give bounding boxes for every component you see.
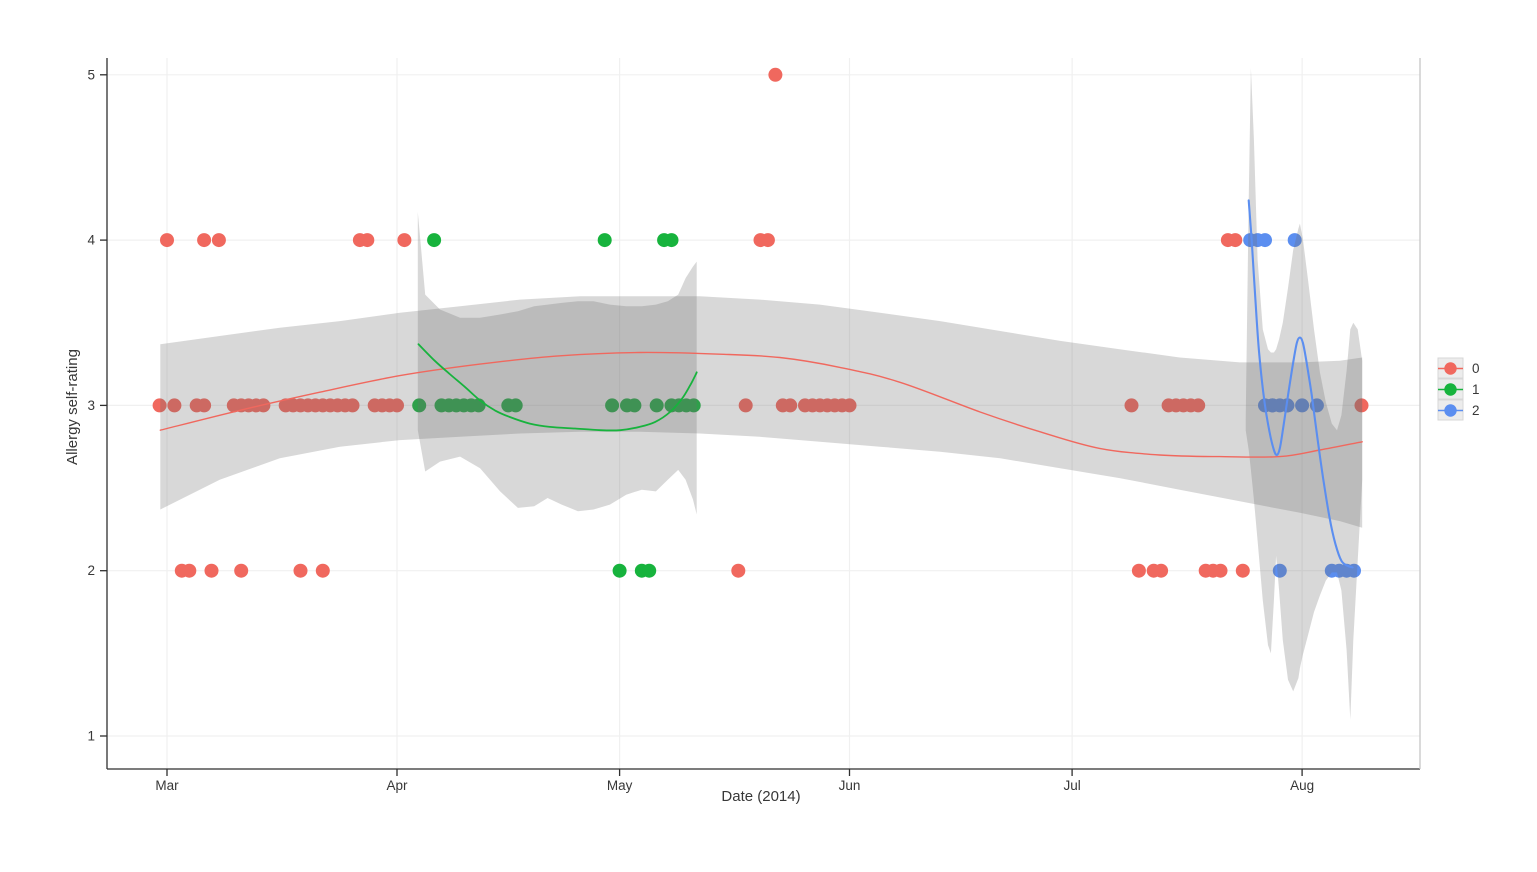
smooth-lines <box>159 199 1363 569</box>
data-point-group-2 <box>1295 398 1310 413</box>
data-point-group-0 <box>1191 398 1206 413</box>
data-point-group-0 <box>160 233 174 248</box>
smooth-line-group-2 <box>1247 199 1354 569</box>
data-point-group-2 <box>1287 233 1302 248</box>
data-point-group-1 <box>649 398 664 413</box>
smooth-line-group-0 <box>159 351 1363 458</box>
data-point-group-0 <box>152 398 167 413</box>
data-point-group-1 <box>642 563 657 578</box>
data-point-group-0 <box>360 233 375 248</box>
data-point-group-0 <box>397 233 412 248</box>
data-point-group-1 <box>664 233 679 248</box>
legend-key-point <box>1444 404 1457 417</box>
y-axis-title: Allergy self-rating <box>64 349 81 465</box>
legend-entry-label: 0 <box>1472 361 1480 376</box>
data-point-group-0 <box>345 398 360 413</box>
legend-entry-label: 1 <box>1472 382 1480 397</box>
smooth-line-group-1 <box>417 343 698 432</box>
y-tick-label: 2 <box>87 563 95 578</box>
x-axis-title: Date (2014) <box>721 788 800 805</box>
data-point-group-0 <box>1354 398 1369 413</box>
x-tick-label: May <box>607 778 633 793</box>
data-point-group-1 <box>612 563 627 578</box>
data-point-group-1 <box>627 398 642 413</box>
data-point-group-0 <box>1154 563 1169 578</box>
data-point-group-0 <box>197 233 212 248</box>
data-point-group-1 <box>605 398 620 413</box>
data-point-group-2 <box>1272 563 1287 578</box>
confidence-band-group-1 <box>417 212 697 515</box>
data-point-group-0 <box>234 563 249 578</box>
data-point-group-0 <box>167 398 182 413</box>
y-tick-label: 5 <box>87 67 95 82</box>
data-point-group-0 <box>1124 398 1139 413</box>
data-point-group-1 <box>508 398 523 413</box>
data-point-group-1 <box>597 233 612 248</box>
confidence-band-group-0 <box>160 296 1363 528</box>
data-point-group-0 <box>738 398 753 413</box>
data-point-group-0 <box>768 67 783 82</box>
data-point-group-0 <box>842 398 857 413</box>
data-point-group-0 <box>760 233 775 248</box>
data-point-group-0 <box>211 233 226 248</box>
data-point-group-0 <box>1228 233 1243 248</box>
data-point-group-0 <box>1131 563 1146 578</box>
data-point-group-1 <box>412 398 427 413</box>
data-point-group-0 <box>390 398 404 413</box>
data-point-group-0 <box>182 563 197 578</box>
legend-entry-label: 2 <box>1472 403 1480 418</box>
legend-key-point <box>1444 362 1457 375</box>
data-point-group-2 <box>1258 233 1272 248</box>
data-point-group-0 <box>197 398 212 413</box>
x-tick-label: Jun <box>839 778 861 793</box>
legend-key-point <box>1444 383 1457 396</box>
x-tick-label: Jul <box>1063 778 1080 793</box>
confidence-ribbons <box>160 68 1363 720</box>
data-point-group-0 <box>315 563 330 578</box>
data-point-group-1 <box>686 398 701 413</box>
y-tick-label: 3 <box>87 398 95 413</box>
x-tick-label: Apr <box>386 778 408 793</box>
data-point-group-0 <box>731 563 746 578</box>
data-point-group-0 <box>293 563 308 578</box>
x-tick-label: Aug <box>1290 778 1314 793</box>
y-tick-label: 1 <box>87 729 95 744</box>
data-point-group-1 <box>427 233 442 248</box>
legend: 0 1 2 <box>1437 357 1480 421</box>
confidence-band-group-2 <box>1245 68 1363 720</box>
data-point-group-0 <box>1213 563 1228 578</box>
y-tick-label: 4 <box>87 233 95 248</box>
scatter-points <box>152 67 1369 578</box>
data-point-group-0 <box>204 563 219 578</box>
x-tick-label: Mar <box>155 778 179 793</box>
data-point-group-0 <box>1235 563 1250 578</box>
data-point-group-0 <box>783 398 798 413</box>
